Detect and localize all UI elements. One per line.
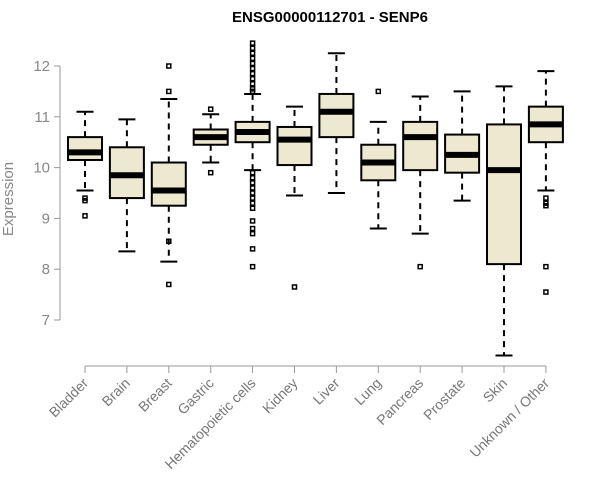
outlier-point [417,263,423,270]
box-1 [67,110,103,219]
outlier-point [249,169,256,176]
outlier-point [375,88,382,95]
box-6 [276,105,313,290]
outlier-point [249,263,256,270]
outlier-point [166,281,172,288]
box-iqr [150,161,187,207]
x-tick-label: Pancreas [373,375,426,428]
boxes [67,40,564,357]
box-7 [318,52,355,194]
box-4 [192,106,229,176]
outlier-point [249,185,256,191]
y-tick-label: 10 [33,160,50,177]
outlier-point [166,238,172,245]
outlier-point [249,190,256,196]
outlier-point [249,50,256,57]
x-tick-label: Liver [310,375,343,408]
outlier-point [249,205,256,211]
outlier-point [249,195,256,201]
outlier-point [166,63,172,69]
outlier-point [249,81,256,87]
box-iqr [318,92,355,139]
outlier-point [249,200,256,206]
outlier-point [249,70,256,77]
y-tick-label: 12 [33,58,50,75]
outlier-point [249,88,256,95]
x-tick-label: Kidney [259,375,301,417]
outlier-point [82,197,88,204]
outlier-point [249,60,256,67]
outlier-point [207,169,214,176]
y-tick-label: 8 [42,261,50,278]
outlier-point [543,289,549,295]
x-tick-label: Skin [480,375,511,406]
outlier-point [249,246,256,252]
outlier-point [249,40,256,46]
chart-title: ENSG00000112701 - SENP6 [232,9,428,26]
outlier-point [166,88,172,95]
outlier-point [249,55,256,62]
y-tick-label: 9 [42,210,50,227]
outlier-point [249,175,256,181]
box-10 [444,90,481,202]
outlier-point [543,263,549,270]
outlier-point [543,195,549,201]
box-iqr [276,125,313,167]
outlier-point [249,218,256,224]
box-8 [360,88,397,230]
x-tick-label: Unknown / Other [466,375,552,461]
y-axis-label: Expression [0,162,17,236]
outlier-point [249,45,256,51]
y-axis: 7 8 9 10 11 12 [33,58,61,329]
box-5 [234,40,271,270]
box-iqr [67,136,103,161]
box-iqr [402,120,439,172]
outlier-point [82,213,88,219]
box-iqr [486,123,522,266]
x-tick-label: Prostate [420,375,468,423]
x-tick-label: Lung [351,375,384,408]
x-tick-label: Brain [99,375,133,409]
outlier-point [291,284,298,290]
y-tick-label: 7 [42,312,50,329]
outlier-point [249,230,256,237]
outlier-point [543,202,549,209]
outlier-point [249,75,256,82]
x-tick-label: Breast [135,375,175,415]
box-11 [486,85,522,357]
box-9 [402,95,439,270]
outlier-point [249,65,256,72]
box-3 [150,63,187,288]
outlier-point [249,180,256,186]
x-tick-label: Bladder [46,375,92,421]
y-tick-label: 11 [34,109,50,126]
outlier-point [249,225,256,232]
box-2 [108,118,145,253]
outlier-point [207,106,214,112]
box-12 [527,70,564,295]
